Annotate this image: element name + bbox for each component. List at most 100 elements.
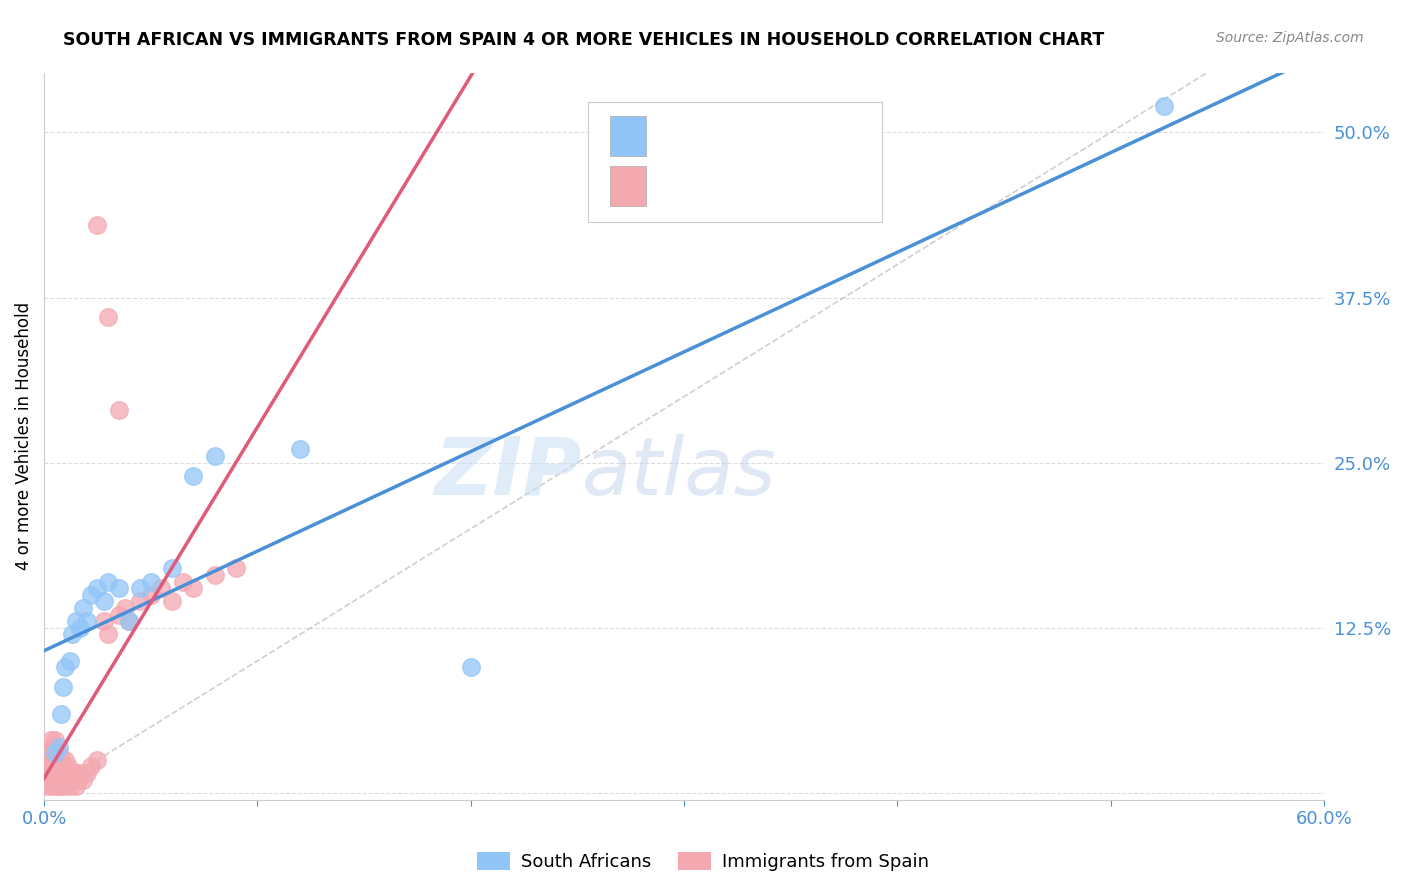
Point [55,780,77,794]
Point [35,772,58,787]
Point [48,759,70,773]
Point [93,594,115,608]
Point [129,594,152,608]
Point [65,766,87,780]
Legend: South Africans, Immigrants from Spain: South Africans, Immigrants from Spain [470,845,936,879]
Text: ZIP: ZIP [434,434,582,512]
Point [48,746,70,760]
Point [51,766,73,780]
Point [97,574,120,589]
Point [150,581,173,595]
Point [107,581,129,595]
Point [118,614,141,628]
Text: N = 25: N = 25 [780,127,845,145]
Point [55,753,77,767]
Point [51,753,73,767]
Point [65,614,87,628]
Point [129,581,152,595]
Point [86,753,108,767]
Point [80,588,103,602]
Point [97,627,120,641]
Point [80,759,103,773]
Point [37,759,59,773]
Point [60,772,83,787]
Point [35,759,58,773]
Point [225,561,247,575]
Point [59,654,82,668]
Point [204,449,226,463]
Point [41,753,63,767]
Point [139,574,162,589]
Text: N = 63: N = 63 [780,176,845,195]
Point [460,660,482,674]
Point [39,733,62,747]
Point [72,601,94,615]
Point [37,746,59,760]
Point [72,772,94,787]
Point [44,746,66,760]
Point [59,766,82,780]
Point [39,772,62,787]
Text: R = 0.857: R = 0.857 [661,127,755,145]
Point [37,780,59,794]
Point [139,588,162,602]
Point [86,218,108,232]
Y-axis label: 4 or more Vehicles in Household: 4 or more Vehicles in Household [15,302,32,570]
Point [60,627,83,641]
Point [44,733,66,747]
Point [41,766,63,780]
Point [39,753,62,767]
Point [183,468,205,483]
Point [48,739,70,754]
Text: Source: ZipAtlas.com: Source: ZipAtlas.com [1216,31,1364,45]
Point [44,772,66,787]
FancyBboxPatch shape [610,116,645,156]
Point [56,759,79,773]
Point [52,680,75,694]
FancyBboxPatch shape [588,102,883,222]
Point [65,780,87,794]
Point [118,614,141,628]
Point [97,310,120,325]
Point [69,621,91,635]
Point [37,766,59,780]
Text: R = 0.494: R = 0.494 [661,176,755,195]
Point [288,442,311,457]
Point [44,746,66,760]
FancyBboxPatch shape [610,166,645,205]
Point [44,759,66,773]
Point [172,574,194,589]
Point [69,766,91,780]
Point [183,581,205,595]
Point [114,601,136,615]
Point [160,594,183,608]
Point [86,581,108,595]
Point [56,772,79,787]
Text: SOUTH AFRICAN VS IMMIGRANTS FROM SPAIN 4 OR MORE VEHICLES IN HOUSEHOLD CORRELATI: SOUTH AFRICAN VS IMMIGRANTS FROM SPAIN 4… [63,31,1105,49]
Point [45,780,67,794]
Point [63,766,86,780]
Point [41,739,63,754]
Point [55,766,77,780]
Point [204,568,226,582]
Point [67,772,90,787]
Point [52,759,75,773]
Point [45,766,67,780]
Point [52,772,75,787]
Text: atlas: atlas [582,434,776,512]
Point [107,402,129,417]
Point [93,614,115,628]
Point [55,660,77,674]
Point [76,614,98,628]
Point [51,706,73,721]
Point [59,780,82,794]
Point [1153,99,1175,113]
Point [51,780,73,794]
Point [39,746,62,760]
Point [41,780,63,794]
Point [160,561,183,575]
Point [76,766,98,780]
Point [45,753,67,767]
Point [107,607,129,622]
Point [48,772,70,787]
